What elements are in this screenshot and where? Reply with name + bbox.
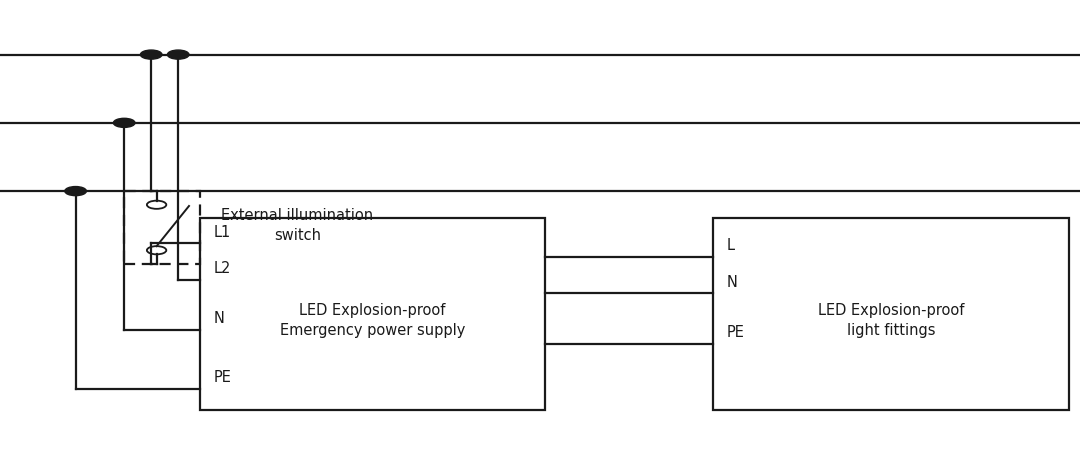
Text: LED Explosion-proof
light fittings: LED Explosion-proof light fittings <box>818 303 964 338</box>
Text: L2: L2 <box>214 261 231 276</box>
Text: N: N <box>214 311 225 326</box>
Text: PE: PE <box>727 325 745 340</box>
Text: L1: L1 <box>214 225 231 240</box>
Text: L: L <box>727 238 734 253</box>
Text: External illumination
switch: External illumination switch <box>221 208 374 243</box>
Bar <box>124 191 200 264</box>
Text: PE: PE <box>214 370 232 385</box>
Circle shape <box>65 187 86 196</box>
Bar <box>713 218 1069 410</box>
Text: LED Explosion-proof
Emergency power supply: LED Explosion-proof Emergency power supp… <box>280 303 465 338</box>
Circle shape <box>140 50 162 59</box>
Circle shape <box>113 118 135 127</box>
Text: N: N <box>727 275 738 290</box>
Circle shape <box>167 50 189 59</box>
Bar <box>200 218 545 410</box>
